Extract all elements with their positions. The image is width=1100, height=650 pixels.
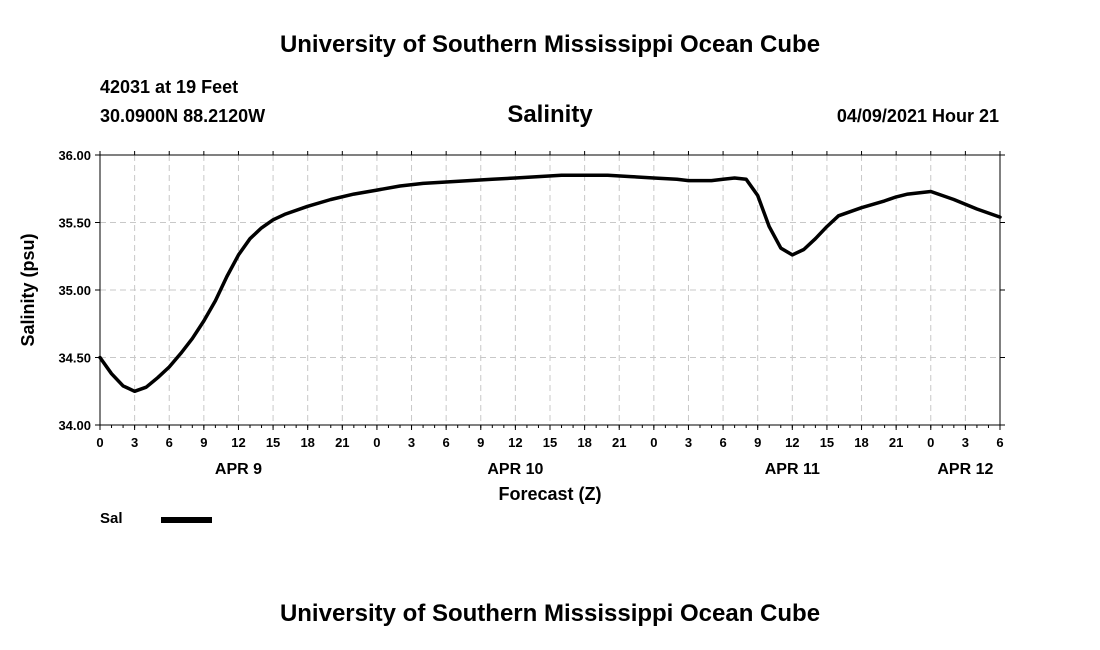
bottom-title: University of Southern Mississippi Ocean… xyxy=(279,600,821,627)
x-tick-label: 6 xyxy=(443,435,450,450)
x-axis-label: Forecast (Z) xyxy=(498,484,601,504)
x-tick-label: 18 xyxy=(577,435,591,450)
top-title: University of Southern Mississippi Ocean… xyxy=(279,31,821,58)
day-label: APR 12 xyxy=(937,461,993,478)
legend-swatch xyxy=(161,517,212,523)
day-label: APR 9 xyxy=(215,461,262,478)
valid-time-label: 04/09/2021 Hour 21 xyxy=(836,106,999,126)
x-tick-label: 6 xyxy=(996,435,1003,450)
station-label: 42031 at 19 Feet xyxy=(100,77,239,97)
x-tick-label: 3 xyxy=(685,435,692,450)
day-label: APR 10 xyxy=(487,461,543,478)
x-tick-label: 21 xyxy=(612,435,626,450)
x-tick-label: 3 xyxy=(408,435,415,450)
y-tick-label: 35.50 xyxy=(58,216,91,231)
x-tick-label: 0 xyxy=(373,435,380,450)
x-tick-label: 3 xyxy=(962,435,969,450)
y-tick-label: 35.00 xyxy=(58,283,91,298)
x-tick-label: 15 xyxy=(543,435,557,450)
x-tick-label: 6 xyxy=(719,435,726,450)
x-tick-label: 6 xyxy=(166,435,173,450)
chart-title: Salinity xyxy=(507,101,593,128)
x-tick-label: 9 xyxy=(477,435,484,450)
day-label: APR 11 xyxy=(765,461,820,478)
x-tick-label: 21 xyxy=(889,435,903,450)
x-tick-label: 9 xyxy=(200,435,207,450)
x-tick-label: 21 xyxy=(335,435,349,450)
x-tick-label: 12 xyxy=(785,435,799,450)
x-tick-label: 18 xyxy=(854,435,868,450)
x-tick-label: 0 xyxy=(96,435,103,450)
x-tick-label: 3 xyxy=(131,435,138,450)
x-tick-label: 9 xyxy=(754,435,761,450)
x-tick-label: 12 xyxy=(231,435,245,450)
y-tick-label: 34.50 xyxy=(58,351,91,366)
y-tick-label: 34.00 xyxy=(58,418,91,433)
x-tick-label: 15 xyxy=(820,435,834,450)
y-tick-label: 36.00 xyxy=(58,148,91,163)
y-axis-label: Salinity (psu) xyxy=(18,233,38,346)
coordinates-label: 30.0900N 88.2120W xyxy=(100,106,266,126)
legend-label: Sal xyxy=(100,510,123,527)
x-tick-label: 12 xyxy=(508,435,522,450)
x-tick-label: 0 xyxy=(927,435,934,450)
salinity-series-line xyxy=(98,173,1002,394)
x-tick-label: 15 xyxy=(266,435,280,450)
x-tick-label: 0 xyxy=(650,435,657,450)
x-tick-label: 18 xyxy=(300,435,314,450)
